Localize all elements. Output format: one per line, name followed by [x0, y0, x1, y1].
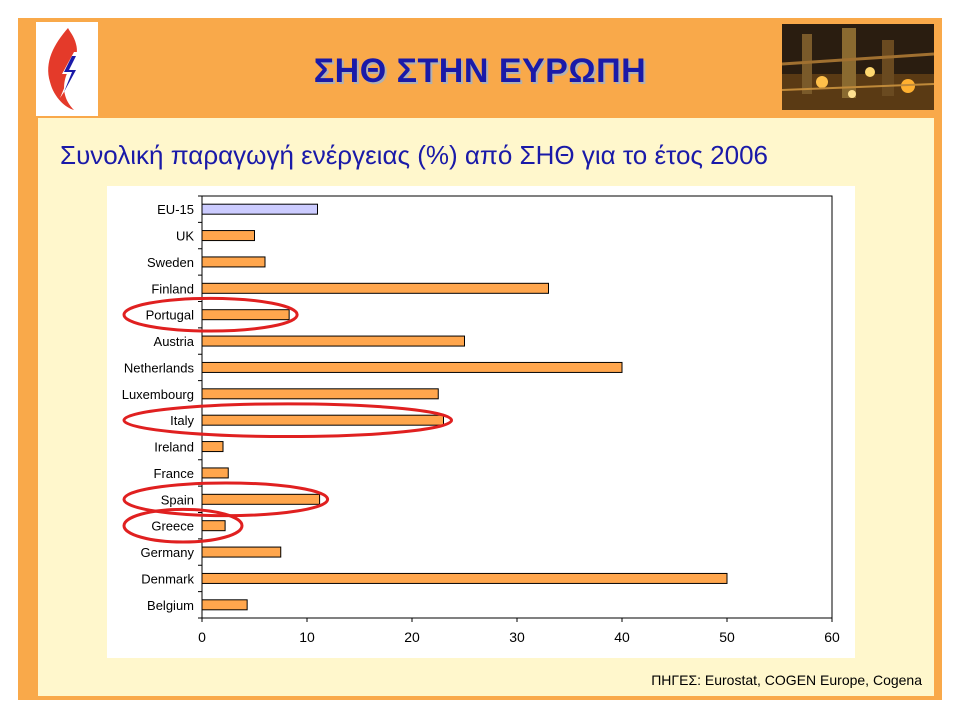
bar — [201, 282, 549, 294]
category-label: Greece — [151, 519, 194, 534]
bar — [201, 441, 224, 453]
category-label: EU-15 — [157, 202, 194, 217]
chart-area: EU-15 UK Sweden Finland Portugal Austria Nethe… — [107, 186, 855, 658]
plot-frame — [201, 195, 833, 619]
bar — [201, 572, 728, 584]
x-tick-label: 30 — [509, 629, 525, 645]
x-tick-label: 40 — [614, 629, 630, 645]
category-label: Spain — [161, 492, 194, 507]
bar — [201, 520, 226, 532]
category-label: Denmark — [141, 571, 194, 586]
category-label: Portugal — [146, 308, 195, 323]
highlight-ellipse — [122, 402, 453, 439]
chart-subtitle: Συνολική παραγωγή ενέργειας (%) από ΣΗΘ … — [60, 140, 769, 170]
category-label: Netherlands — [124, 360, 195, 375]
highlight-ellipse — [122, 507, 244, 544]
category-label: Luxembourg — [122, 387, 194, 402]
category-label: Germany — [141, 545, 195, 560]
category-label: UK — [176, 229, 194, 244]
category-label: Sweden — [147, 255, 194, 270]
bar — [201, 256, 266, 268]
bar — [201, 361, 623, 373]
bar — [201, 335, 465, 347]
bar — [201, 203, 318, 215]
highlight-ellipse — [122, 296, 299, 333]
category-label: Austria — [154, 334, 195, 349]
category-label: Belgium — [147, 598, 194, 613]
bar — [201, 546, 282, 558]
source-note: ΠΗΓΕΣ: Eurostat, COGEN Europe, Cogena — [651, 672, 922, 688]
x-tick-label: 60 — [824, 629, 840, 645]
x-tick-label: 50 — [719, 629, 735, 645]
slide-title: ΣΗΘ ΣΤΗΝ ΕΥΡΩΠΗ — [313, 52, 647, 90]
bar — [201, 388, 439, 400]
bar — [201, 467, 229, 479]
plant-photo — [782, 24, 934, 110]
x-tick-label: 20 — [404, 629, 420, 645]
company-logo — [36, 22, 98, 116]
category-label: Finland — [151, 281, 194, 296]
bar-chart: EU-15 UK Sweden Finland Portugal Austria Nethe… — [122, 195, 840, 645]
x-tick-label: 10 — [299, 629, 315, 645]
x-tick-label: 0 — [198, 629, 206, 645]
category-label: Italy — [170, 413, 194, 428]
bar — [201, 230, 255, 242]
category-label: Ireland — [154, 440, 194, 455]
category-label: France — [154, 466, 194, 481]
bar — [201, 493, 321, 505]
bar — [201, 414, 444, 426]
bar — [201, 599, 248, 611]
bar — [201, 309, 290, 321]
